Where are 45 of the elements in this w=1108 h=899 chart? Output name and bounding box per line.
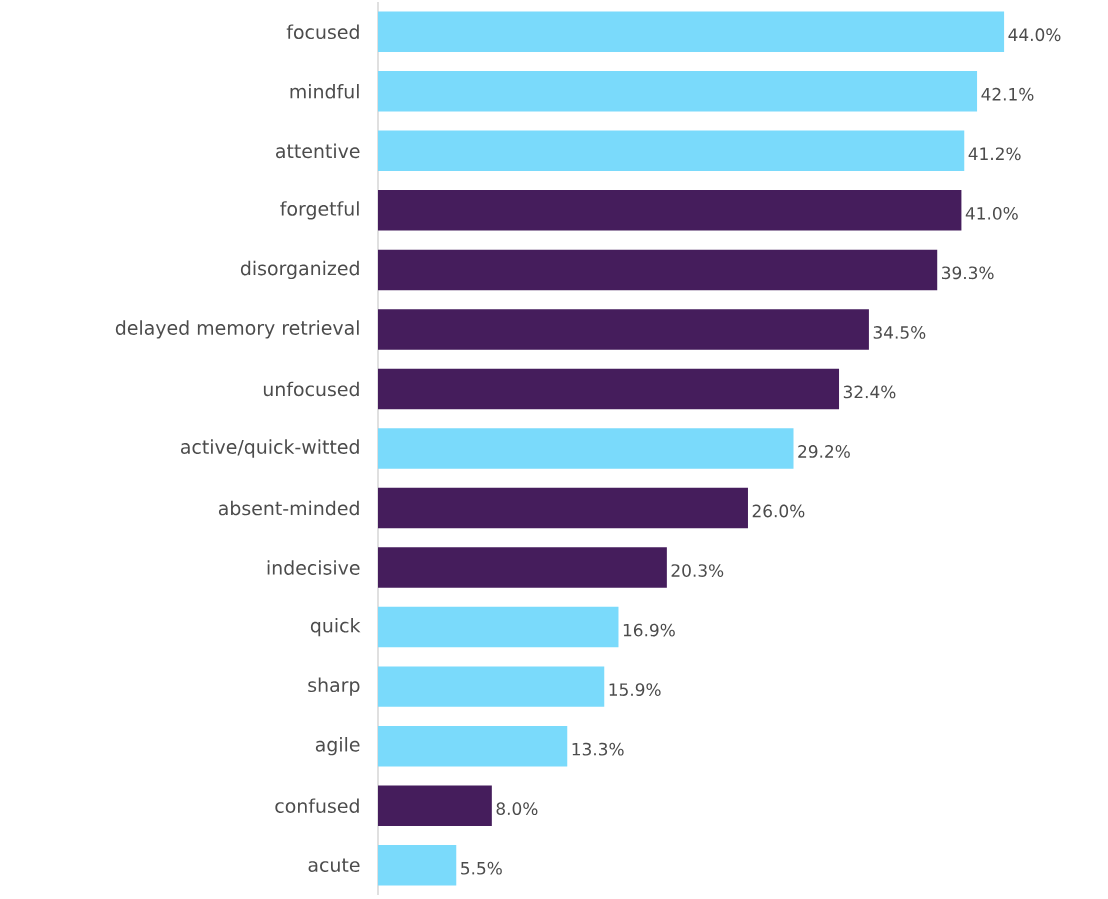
- y-tick-label: acute: [308, 858, 360, 873]
- bar: [378, 11, 1005, 52]
- data-label: 41.2%: [968, 147, 1021, 161]
- bar: [378, 190, 962, 231]
- bar: [378, 785, 492, 826]
- y-tick-label: absent-minded: [218, 500, 359, 516]
- y-tick-label: disorganized: [240, 260, 359, 280]
- bar: [378, 844, 457, 886]
- bar: [378, 368, 840, 410]
- bar: [378, 130, 965, 172]
- data-label: 32.4%: [843, 385, 896, 399]
- data-label: 42.1%: [981, 87, 1034, 101]
- bar: [378, 606, 619, 648]
- y-tick-label: active/quick-witted: [180, 439, 359, 458]
- data-label: 8.0%: [496, 802, 538, 816]
- y-tick-label: indecisive: [267, 560, 360, 575]
- data-label: 29.2%: [798, 445, 850, 458]
- y-tick-label: attentive: [276, 143, 360, 159]
- data-label: 26.0%: [752, 504, 805, 518]
- data-label: 44.0%: [1008, 28, 1061, 42]
- y-tick-label: mindful: [290, 83, 359, 99]
- bar: [378, 725, 568, 767]
- y-tick-label: delayed memory retrieval: [115, 320, 359, 339]
- bar: [378, 547, 667, 588]
- bar: [378, 309, 869, 350]
- data-label: 13.3%: [572, 742, 624, 756]
- y-tick-label: focused: [286, 24, 359, 40]
- data-label: 39.3%: [942, 266, 994, 280]
- bar: [378, 71, 978, 112]
- data-label: 15.9%: [609, 683, 661, 697]
- data-label: 16.9%: [623, 623, 675, 637]
- y-tick-label: confused: [275, 798, 359, 814]
- bar: [378, 249, 938, 291]
- bar: [378, 428, 794, 469]
- bar: [378, 666, 605, 707]
- y-tick-label: unfocused: [263, 381, 359, 397]
- data-label: 5.5%: [461, 861, 502, 875]
- y-tick-label: quick: [310, 617, 361, 637]
- y-tick-label: forgetful: [280, 201, 359, 220]
- bar: [378, 487, 748, 529]
- data-label: 34.5%: [873, 325, 926, 339]
- data-label: 41.0%: [965, 206, 1018, 220]
- y-tick-label: sharp: [308, 677, 360, 696]
- y-tick-label: agile: [315, 737, 360, 756]
- data-label: 20.3%: [671, 564, 724, 577]
